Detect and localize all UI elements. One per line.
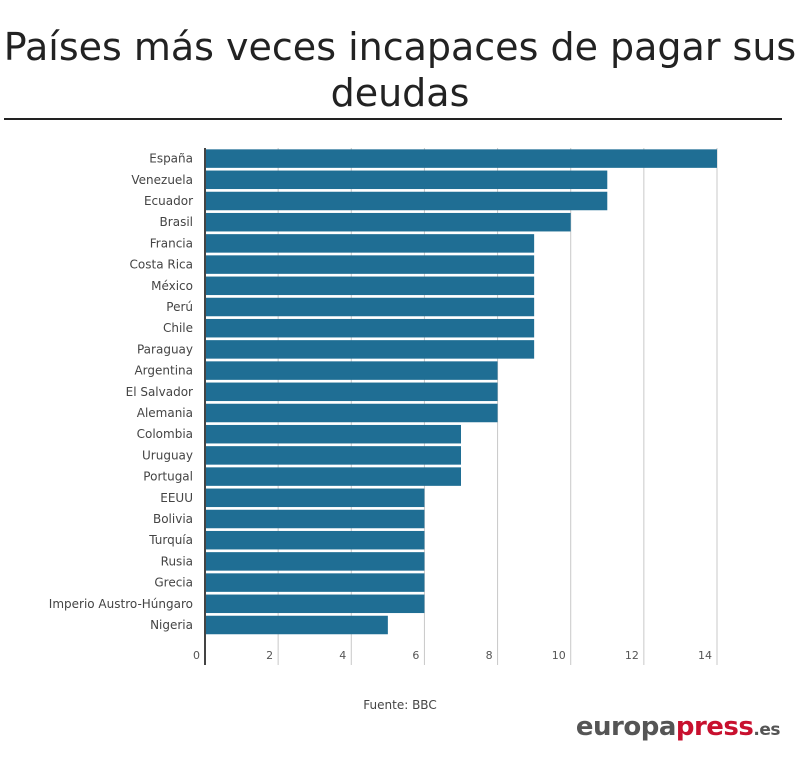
bar [205,361,498,380]
category-label: Rusia [161,554,193,568]
category-label: Argentina [134,364,193,378]
title-divider [4,118,782,120]
bar [205,552,425,571]
bar [205,403,498,423]
bar [205,467,461,486]
category-label: EEUU [160,491,193,505]
bar [205,509,425,529]
brand-part-3: .es [753,720,780,740]
category-label: Bolivia [153,512,193,526]
category-label: Francia [150,236,193,250]
x-tick-label: 0 [193,649,200,662]
category-label: Nigeria [150,618,193,632]
category-label: España [149,152,193,166]
bar [205,234,535,253]
x-tick-label: 2 [266,649,273,662]
category-label: Ecuador [144,194,193,208]
category-label: Chile [163,321,193,335]
x-tick-label: 4 [339,649,346,662]
category-label: Costa Rica [130,258,193,272]
bar [205,149,717,168]
bar [205,318,535,338]
bar [205,615,388,635]
category-label: Venezuela [131,173,193,187]
bar [205,170,608,190]
x-tick-label: 8 [486,649,493,662]
bar [205,424,461,444]
brand-part-2: press [675,712,754,742]
category-label: El Salvador [126,385,193,399]
bar [205,340,535,359]
bar [205,276,535,296]
category-label: Imperio Austro-Húngaro [49,597,193,611]
bar [205,382,498,402]
source-note: Fuente: BBC [363,698,437,712]
category-label: Alemania [137,406,193,420]
bar [205,573,425,592]
bar [205,594,425,614]
category-label: Turquía [148,533,193,547]
category-label: México [151,279,193,293]
chart-title: Países más veces incapaces de pagar sus … [3,25,797,115]
category-label: Portugal [143,470,193,484]
x-axis-ticks: 0 2 4 6 8 10 12 14 [193,649,712,662]
x-tick-label: 10 [552,649,566,662]
bar [205,255,535,274]
category-labels: España Venezuela Ecuador Brasil Francia Costa… [49,152,193,632]
brand-logo: europapress.es [575,712,781,742]
category-label: Grecia [154,576,193,590]
bars [205,149,717,635]
category-label: Paraguay [137,342,193,356]
bar [205,530,425,550]
x-tick-label: 14 [698,649,712,662]
category-label: Colombia [137,427,193,441]
bar [205,446,461,465]
x-tick-label: 12 [625,649,639,662]
brand-part-1: europa [575,712,676,742]
category-label: Uruguay [142,448,193,462]
x-tick-label: 6 [412,649,419,662]
bar [205,488,425,508]
bar [205,191,608,211]
category-label: Perú [166,300,193,314]
category-label: Brasil [160,215,193,229]
bar [205,212,571,232]
bar [205,297,535,317]
